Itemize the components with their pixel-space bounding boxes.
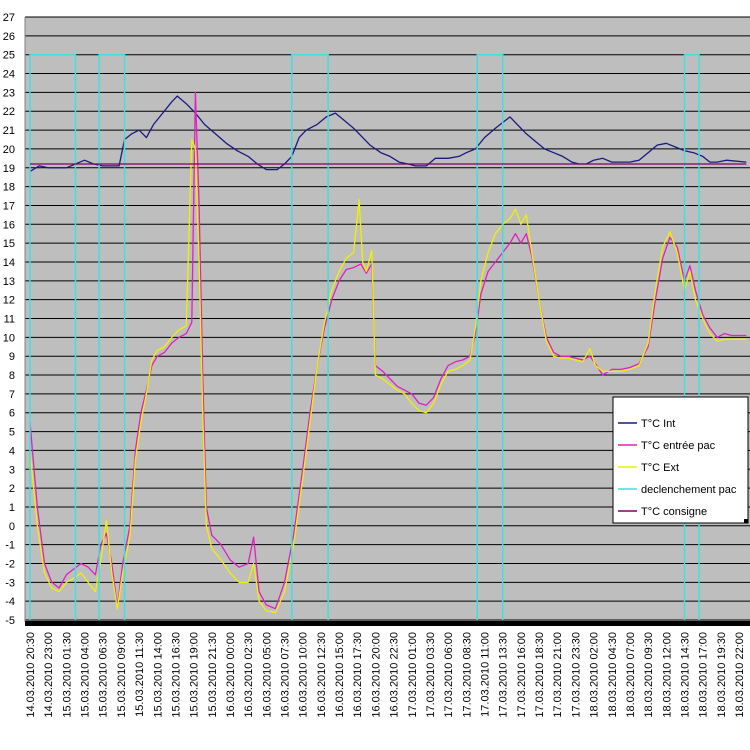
y-tick-label: 9	[9, 351, 15, 363]
y-tick-label: 22	[3, 106, 15, 118]
x-tick-label: 18.03.2010 12:00	[661, 632, 673, 718]
x-tick-label: 18.03.2010 19:30	[716, 632, 728, 718]
y-tick-label: 13	[3, 276, 15, 288]
series-declenchement-pac	[476, 53, 504, 620]
legend-entry: T°C consigne	[641, 506, 707, 518]
y-tick-label: 26	[3, 31, 15, 43]
x-tick-label: 15.03.2010 21:30	[207, 632, 219, 718]
series-t-c-ext	[29, 138, 747, 614]
x-tick-label: 17.03.2010 23:30	[570, 632, 582, 718]
y-tick-label: 21	[3, 125, 15, 137]
y-tick-label: 6	[9, 408, 15, 420]
x-axis-bar	[25, 621, 750, 626]
y-tick-label: -1	[5, 540, 15, 552]
x-tick-label: 16.03.2010 17:30	[352, 632, 364, 718]
legend-box	[612, 396, 749, 524]
x-tick-label: 18.03.2010 04:30	[607, 632, 619, 718]
y-tick-label: 24	[3, 69, 15, 81]
legend-resize-handle	[744, 519, 748, 523]
x-tick-label: 15.03.2010 19:00	[189, 632, 201, 718]
y-tick-label: -3	[5, 577, 15, 589]
x-tick-label: 16.03.2010 22:30	[389, 632, 401, 718]
y-tick-label: 12	[3, 295, 15, 307]
y-axis-tick-labels: -5-4-3-2-1012345678910111213141516171819…	[3, 12, 15, 627]
y-tick-label: -5	[5, 615, 15, 627]
y-tick-label: 17	[3, 200, 15, 212]
y-tick-label: 19	[3, 163, 15, 175]
x-tick-label: 16.03.2010 05:00	[261, 632, 273, 718]
y-tick-label: 25	[3, 50, 15, 62]
legend: T°C Int T°C entrée pac T°C Ext declenchemen…	[612, 396, 749, 524]
x-axis-tick-labels: 14.03.2010 20:30 14.03.2010 23:00 15.03.20…	[25, 622, 746, 718]
y-tick-label: 7	[9, 389, 15, 401]
x-tick-label: 18.03.2010 17:00	[698, 632, 710, 718]
series-t-c-int	[29, 95, 747, 173]
legend-entry: T°C Ext	[641, 462, 679, 474]
y-tick-label: 2	[9, 483, 15, 495]
x-tick-label: 14.03.2010 23:00	[43, 632, 55, 718]
x-tick-label: 15.03.2010 09:00	[116, 632, 128, 718]
grid-lines	[24, 16, 750, 622]
x-tick-label: 16.03.2010 15:00	[334, 632, 346, 718]
y-tick-label: 23	[3, 87, 15, 99]
x-tick-label: 17.03.2010 16:00	[516, 632, 528, 718]
x-tick-label: 18.03.2010 07:00	[625, 632, 637, 718]
x-tick-label: 15.03.2010 04:00	[80, 632, 92, 718]
y-tick-label: 8	[9, 370, 15, 382]
x-tick-label: 17.03.2010 03:30	[425, 632, 437, 718]
y-tick-label: -4	[5, 596, 15, 608]
x-tick-label: 17.03.2010 13:30	[498, 632, 510, 718]
y-tick-label: 3	[9, 464, 15, 476]
y-tick-label: -2	[5, 558, 15, 570]
y-tick-label: 15	[3, 238, 15, 250]
x-tick-label: 17.03.2010 21:00	[552, 632, 564, 718]
x-tick-label: 18.03.2010 09:30	[643, 632, 655, 718]
y-tick-label: 20	[3, 144, 15, 156]
x-tick-label: 18.03.2010 14:30	[679, 632, 691, 718]
y-tick-label: 16	[3, 219, 15, 231]
series-declenchement-pac	[291, 53, 329, 620]
x-tick-label: 15.03.2010 11:30	[134, 632, 146, 717]
legend-entry: declenchement pac	[641, 484, 737, 496]
series-declenchement-pac	[29, 53, 77, 620]
y-tick-label: 14	[3, 257, 15, 269]
x-tick-label: 17.03.2010 06:00	[443, 632, 455, 718]
x-tick-label: 18.03.2010 02:00	[589, 632, 601, 718]
x-tick-label: 17.03.2010 11:00	[480, 632, 492, 717]
x-tick-label: 17.03.2010 01:00	[407, 632, 419, 718]
y-tick-label: 10	[3, 332, 15, 344]
x-tick-label: 18.03.2010 22:00	[734, 632, 746, 718]
y-tick-label: 1	[9, 502, 15, 514]
series-declenchement-pac	[98, 53, 126, 620]
series-declenchement-pac	[683, 53, 700, 620]
x-tick-label: 17.03.2010 18:30	[534, 632, 546, 718]
x-tick-label: 16.03.2010 20:00	[370, 632, 382, 718]
x-tick-label: 15.03.2010 14:00	[152, 632, 164, 718]
legend-entry: T°C entrée pac	[641, 440, 716, 452]
x-tick-label: 14.03.2010 20:30	[25, 632, 37, 718]
y-tick-label: 4	[9, 445, 15, 457]
x-tick-label: 16.03.2010 07:30	[280, 632, 292, 718]
y-tick-label: 27	[3, 12, 15, 24]
x-tick-label: 16.03.2010 02:30	[243, 632, 255, 718]
series-layer	[29, 53, 747, 620]
legend-entry: T°C Int	[641, 418, 675, 430]
x-tick-label: 16.03.2010 10:00	[298, 632, 310, 718]
y-tick-label: 18	[3, 182, 15, 194]
x-tick-label: 16.03.2010 00:00	[225, 632, 237, 718]
y-tick-label: 11	[4, 314, 15, 326]
y-tick-label: 5	[9, 427, 15, 439]
x-tick-label: 17.03.2010 08:30	[461, 632, 473, 718]
x-tick-label: 16.03.2010 12:30	[316, 632, 328, 718]
plot-area	[25, 17, 750, 622]
x-tick-label: 15.03.2010 16:30	[170, 632, 182, 718]
x-tick-label: 15.03.2010 06:30	[98, 632, 110, 718]
x-tick-label: 15.03.2010 01:30	[61, 632, 73, 718]
y-tick-label: 0	[9, 521, 15, 533]
